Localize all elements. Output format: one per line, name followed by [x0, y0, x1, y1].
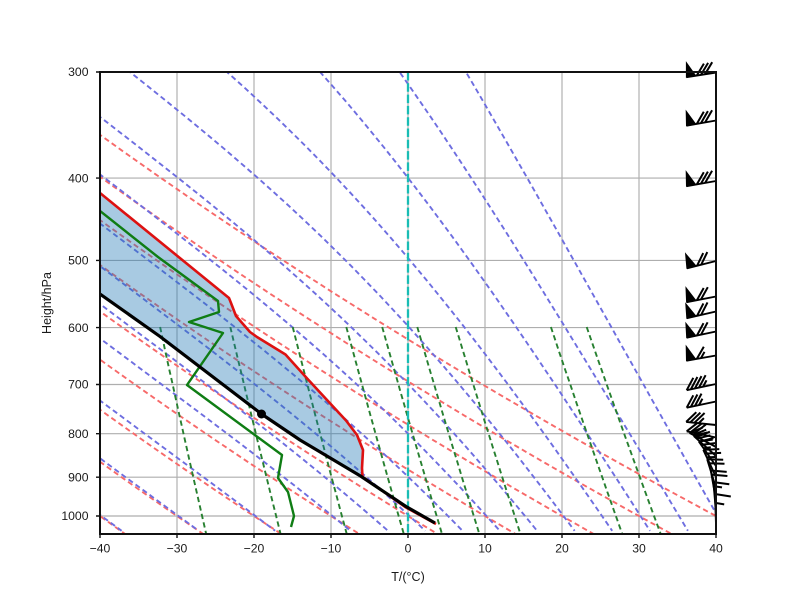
svg-text:−10: −10	[321, 542, 342, 556]
svg-text:−30: −30	[167, 542, 188, 556]
svg-text:−40: −40	[90, 542, 111, 556]
svg-text:20: 20	[555, 542, 569, 556]
svg-text:30: 30	[632, 542, 646, 556]
svg-text:300: 300	[68, 65, 89, 79]
svg-text:800: 800	[68, 427, 89, 441]
svg-text:0: 0	[405, 542, 412, 556]
svg-text:900: 900	[68, 470, 89, 484]
svg-text:−20: −20	[244, 542, 265, 556]
svg-text:500: 500	[68, 254, 89, 268]
svg-text:T/(°C): T/(°C)	[391, 570, 424, 584]
svg-text:10: 10	[478, 542, 492, 556]
svg-text:600: 600	[68, 321, 89, 335]
svg-text:1000: 1000	[61, 509, 88, 523]
svg-text:400: 400	[68, 171, 89, 185]
svg-text:Height/hPa: Height/hPa	[40, 272, 54, 334]
svg-text:40: 40	[709, 542, 723, 556]
svg-text:700: 700	[68, 378, 89, 392]
